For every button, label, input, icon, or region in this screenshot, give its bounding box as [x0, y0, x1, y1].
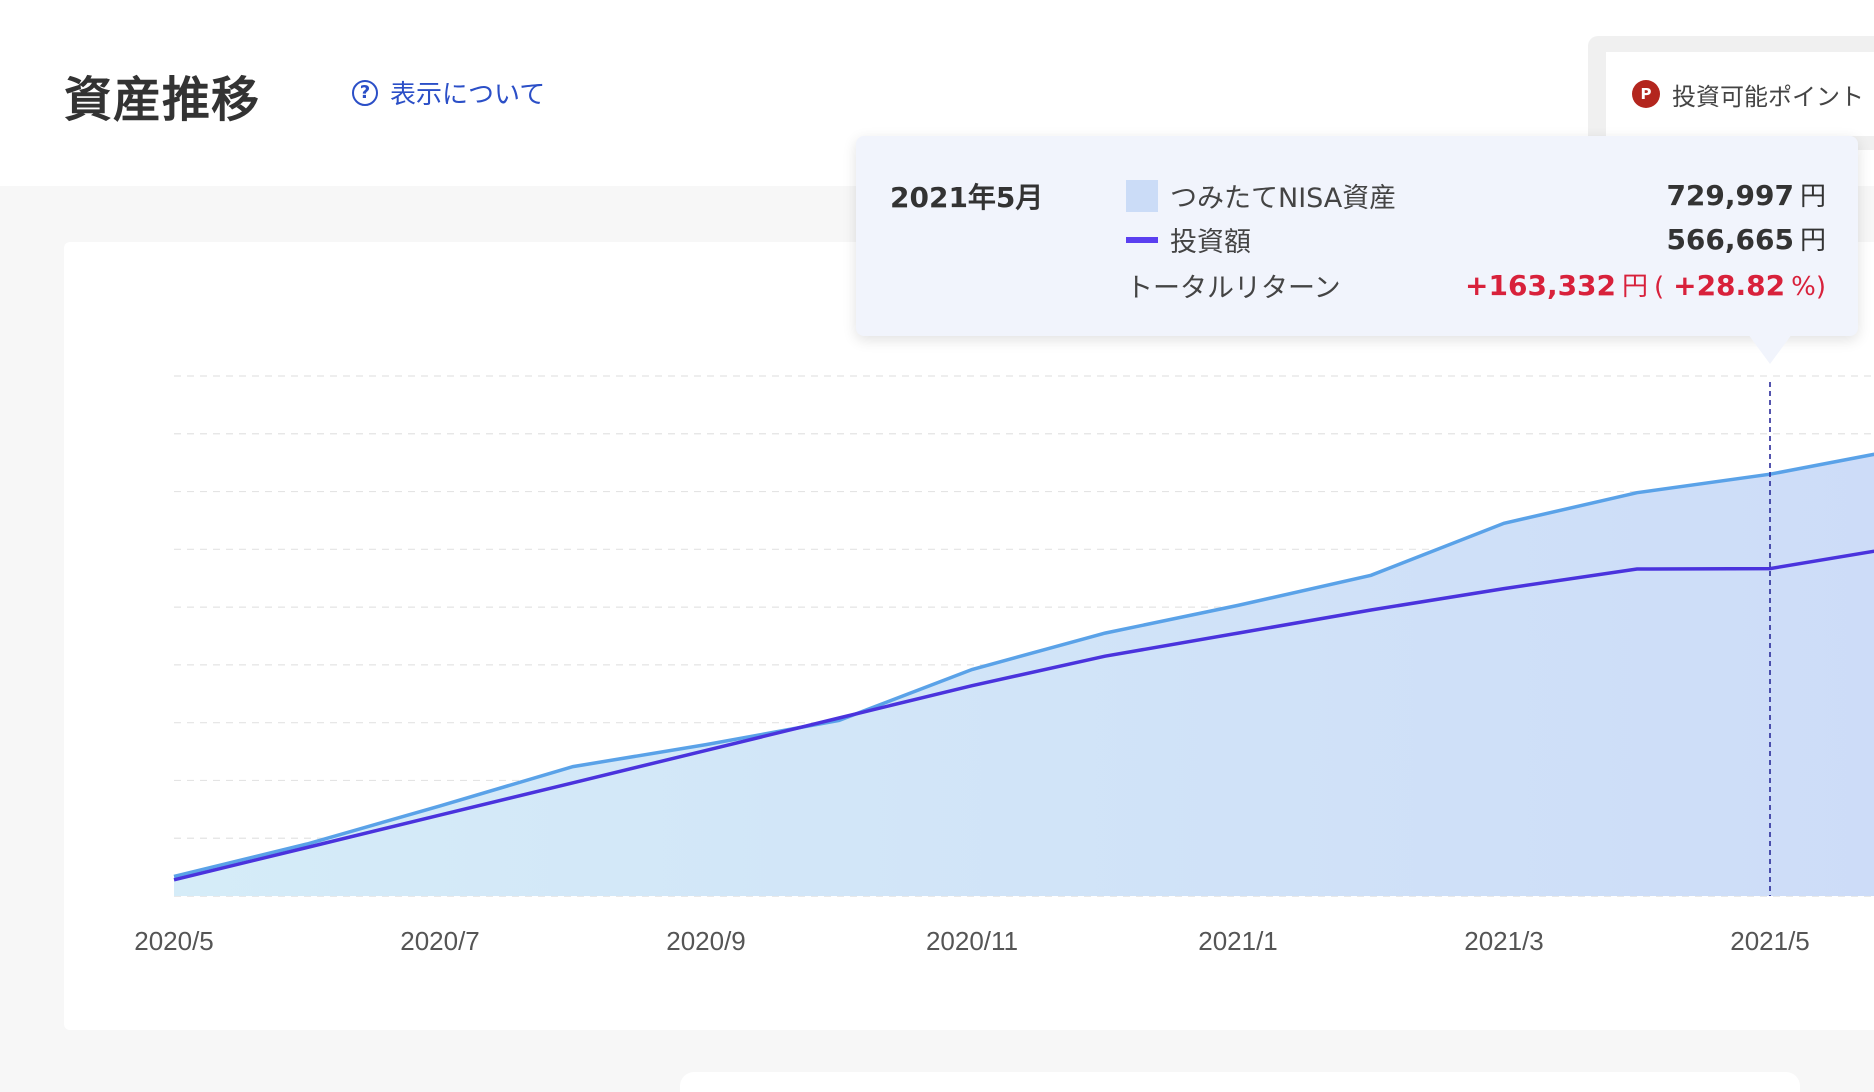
- asset-line: [173, 452, 1874, 879]
- x-axis-ticks: 2020/5 2020/7 2020/9 2020/11 2021/1 2021/3 202…: [134, 926, 1810, 956]
- return-paren-close: %): [1791, 272, 1826, 302]
- asset-value-group: 729,997 円: [1666, 176, 1826, 213]
- tooltip-row-return: トータルリターン +163,332 円( +28.82%): [1126, 266, 1826, 306]
- asset-value: 729,997: [1666, 179, 1794, 212]
- asset-legend-swatch: [1126, 180, 1158, 212]
- tooltip-row-invest: 投資額 566,665 円: [1126, 220, 1826, 260]
- x-tick-label: 2020/5: [134, 926, 214, 956]
- invest-label: 投資額: [1170, 227, 1251, 258]
- page-title: 資産推移: [64, 72, 261, 128]
- about-display-link[interactable]: ? 表示について: [352, 74, 545, 111]
- return-paren-open: (: [1654, 272, 1665, 302]
- investable-points-label: 投資可能ポイント: [1672, 82, 1864, 111]
- invest-value: 566,665: [1666, 223, 1794, 256]
- x-tick-label: 2020/9: [666, 926, 746, 956]
- x-tick-label: 2021/5: [1730, 926, 1810, 956]
- invest-value-group: 566,665 円: [1666, 220, 1826, 257]
- return-value: +163,332: [1465, 269, 1617, 302]
- x-tick-label: 2020/7: [400, 926, 480, 956]
- return-label: トータルリターン: [1126, 273, 1341, 304]
- x-tick-label: 2020/11: [926, 926, 1018, 956]
- tooltip-date: 2021年5月: [890, 181, 1044, 214]
- x-tick-label: 2021/3: [1464, 926, 1544, 956]
- x-tick-label: 2021/1: [1198, 926, 1278, 956]
- tooltip-row-asset: つみたてNISA資産 729,997 円: [1126, 176, 1826, 216]
- data-tooltip: 2021年5月 つみたてNISA資産 729,997 円 投資額 566,665 円…: [856, 136, 1858, 336]
- asset-unit: 円: [1799, 182, 1826, 212]
- tooltip-pointer: [1748, 334, 1792, 364]
- investment-line: [173, 549, 1874, 882]
- return-value-group: +163,332 円( +28.82%): [1465, 266, 1826, 303]
- points-p-icon: P: [1632, 80, 1660, 108]
- about-display-label: 表示について: [390, 80, 546, 110]
- asset-label: つみたてNISA資産: [1170, 183, 1397, 214]
- invest-legend-swatch: [1126, 237, 1158, 243]
- return-unit: 円: [1622, 272, 1649, 302]
- help-circle-icon: ?: [352, 79, 378, 106]
- invest-unit: 円: [1799, 226, 1826, 256]
- return-percent: +28.82: [1673, 269, 1786, 302]
- investable-points-button[interactable]: P 投資可能ポイント: [1606, 52, 1874, 136]
